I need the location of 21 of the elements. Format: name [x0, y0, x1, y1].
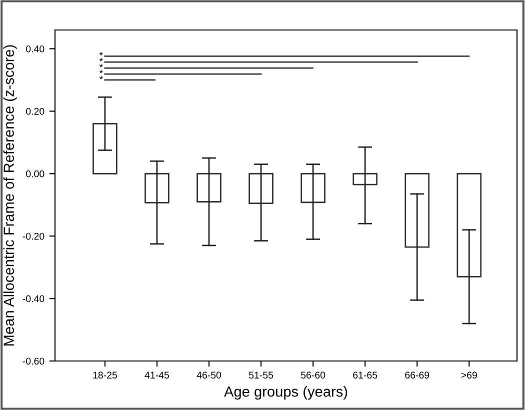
y-tick-label: -0.60	[22, 358, 44, 365]
annotation: *	[99, 70, 103, 74]
y-axis-title: Mean Allocentric Frame of Reference (z-score)	[3, 45, 17, 346]
y-tick-label: 0.20	[26, 108, 44, 115]
annotation: *	[99, 64, 103, 68]
x-tick-label: 66-69	[405, 372, 430, 379]
y-tick-label: 0.40	[26, 45, 44, 52]
x-tick-label: 56-60	[301, 372, 326, 379]
x-tick-label: >69	[461, 372, 477, 379]
annotation: *	[99, 76, 103, 80]
annotation: *	[99, 58, 103, 62]
x-axis-title: Age groups (years)	[224, 386, 348, 400]
y-tick-label: 0.00	[26, 170, 44, 178]
x-tick-label: 41-45	[144, 372, 169, 379]
x-tick-label: 61-65	[353, 372, 378, 379]
y-tick-label: -0.20	[22, 232, 44, 240]
x-tick-label: 18-25	[93, 372, 117, 379]
x-tick-label: 46-50	[196, 372, 222, 379]
annotation: *	[99, 52, 103, 56]
x-tick-label: 51-55	[248, 372, 274, 379]
y-tick-label: -0.40	[22, 295, 44, 302]
